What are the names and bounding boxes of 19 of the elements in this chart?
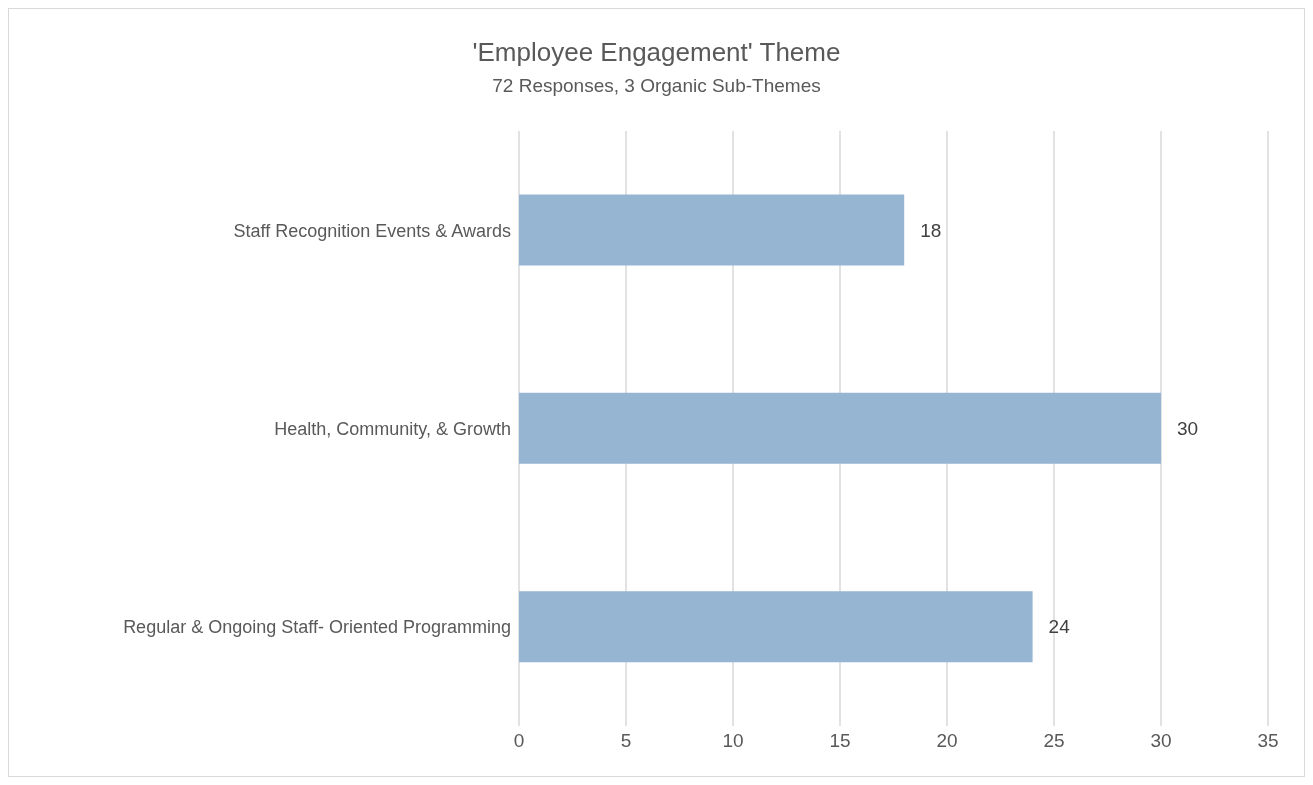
chart-subtitle: 72 Responses, 3 Organic Sub-Themes (491, 75, 822, 97)
x-tick-label: 0 (513, 730, 525, 752)
x-tick-label: 20 (936, 730, 958, 752)
bar (519, 392, 1161, 464)
x-tick-label: 30 (1150, 730, 1172, 752)
data-label: 30 (1177, 418, 1199, 440)
chart-title: 'Employee Engagement' Theme (471, 37, 842, 68)
x-tick-label: 25 (1043, 730, 1065, 752)
y-tick-label: Staff Recognition Events & Awards (233, 220, 511, 241)
x-tick-label: 10 (722, 730, 744, 752)
data-label: 18 (920, 219, 942, 241)
y-tick-label: Regular & Ongoing Staff- Oriented Programming (123, 617, 511, 638)
data-label: 24 (1048, 616, 1071, 638)
x-tick-label: 35 (1257, 730, 1279, 752)
x-tick-label: 15 (829, 730, 851, 752)
bar (519, 194, 905, 266)
bar (519, 591, 1033, 663)
y-tick-label: Health, Community, & Growth (274, 418, 511, 439)
x-tick-label: 5 (620, 730, 632, 752)
